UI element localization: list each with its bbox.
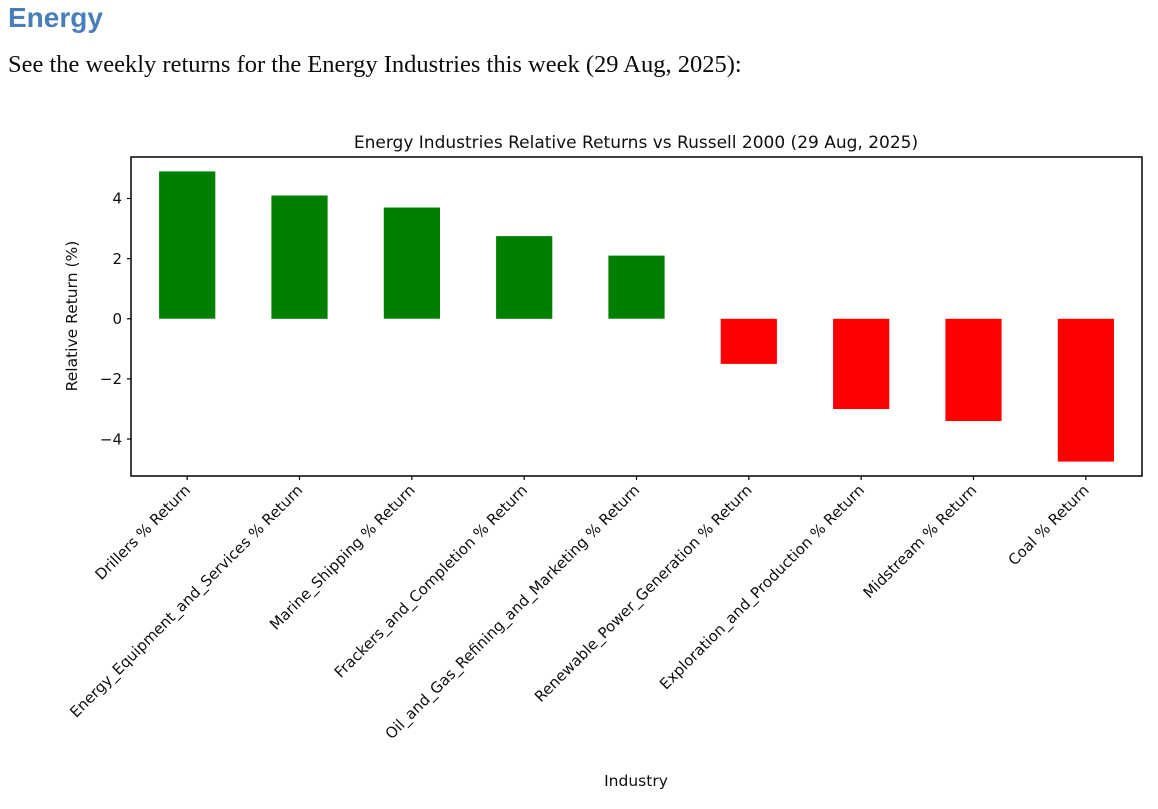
bar-9 bbox=[1057, 318, 1114, 462]
x-tick-label: Exploration_and_Production % Return bbox=[656, 481, 869, 694]
x-tick-label-group: Exploration_and_Production % Return bbox=[656, 481, 869, 694]
x-tick-label: Frackers_and_Completion % Return bbox=[331, 481, 532, 682]
y-tick-label: 4 bbox=[112, 190, 122, 208]
x-tick-label-group: Drillers % Return bbox=[91, 481, 194, 584]
bar-8 bbox=[945, 318, 1002, 421]
x-tick-label: Coal % Return bbox=[1005, 481, 1093, 569]
y-tick-label: −2 bbox=[100, 370, 122, 388]
bar-3 bbox=[383, 207, 440, 319]
bar-5 bbox=[608, 255, 665, 319]
y-tick-label: 0 bbox=[112, 310, 122, 328]
plot-layer: −4 −2 0 2 4 Drillers % ReturnEnergy_Equipment… bbox=[66, 156, 1143, 744]
x-tick-label: Midstream % Return bbox=[860, 481, 981, 602]
y-tick-label: 2 bbox=[112, 250, 122, 268]
bar-1 bbox=[159, 171, 216, 319]
y-axis-label: Relative Return (%) bbox=[63, 241, 81, 392]
bar-2 bbox=[271, 195, 328, 319]
page-title: Energy bbox=[8, 2, 103, 33]
energy-returns-bar-chart: −4 −2 0 2 4 Drillers % Return Energy_Equipment… bbox=[0, 114, 1158, 804]
bar-7 bbox=[833, 318, 890, 409]
chart-title: Energy Industries Relative Returns vs Ru… bbox=[354, 133, 918, 153]
intro-text: See the weekly returns for the Energy In… bbox=[8, 51, 742, 78]
bar-6 bbox=[720, 318, 777, 364]
x-tick-label-group: Frackers_and_Completion % Return bbox=[331, 481, 532, 682]
x-tick-label: Renewable_Power_Generation % Return bbox=[531, 481, 756, 706]
x-tick-label-group: Coal % Return bbox=[1005, 481, 1093, 569]
x-tick-label-group: Oil_and_Gas_Refining_and_Marketing % Ret… bbox=[382, 481, 644, 743]
x-axis-label: Industry bbox=[604, 772, 668, 790]
x-tick-label: Drillers % Return bbox=[91, 481, 194, 584]
x-tick-label: Energy_Equipment_and_Services % Return bbox=[66, 481, 307, 722]
x-tick-label: Oil_and_Gas_Refining_and_Marketing % Ret… bbox=[382, 481, 644, 743]
chart-canvas: −4 −2 0 2 4 Drillers % ReturnEnergy_Equipment… bbox=[63, 133, 1143, 790]
x-tick-label-group: Energy_Equipment_and_Services % Return bbox=[66, 481, 307, 722]
x-tick-label-group: Midstream % Return bbox=[860, 481, 981, 602]
bar-4 bbox=[496, 236, 553, 319]
x-tick-label-group: Renewable_Power_Generation % Return bbox=[531, 481, 756, 706]
y-tick-label: −4 bbox=[100, 430, 122, 448]
